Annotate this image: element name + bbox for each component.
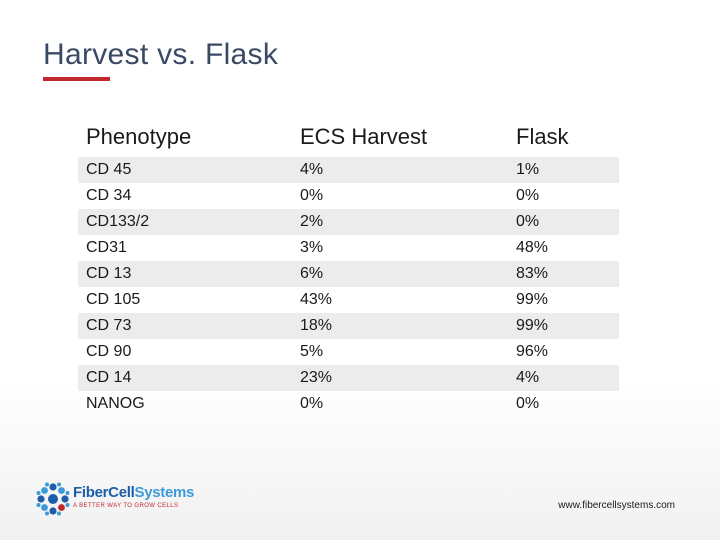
- cell-ecs-harvest: 18%: [300, 317, 333, 334]
- logo-tagline: A BETTER WAY TO GROW CELLS: [73, 503, 179, 509]
- cell-flask: 0%: [516, 187, 540, 204]
- logo-wordmark: FiberCellSystems: [73, 484, 194, 501]
- table-row: CD133/2 2% 0%: [78, 209, 619, 235]
- logo-wordmark-part1: FiberCell: [73, 484, 135, 501]
- cell-ecs-harvest: 23%: [300, 369, 333, 386]
- table-row: CD 73 18% 99%: [78, 313, 619, 339]
- cell-flask: 48%: [516, 239, 549, 256]
- table-row: NANOG 0% 0%: [78, 391, 619, 417]
- cell-phenotype: CD 105: [86, 291, 141, 308]
- cell-phenotype: NANOG: [86, 395, 145, 412]
- cell-flask: 96%: [516, 343, 549, 360]
- cell-phenotype: CD31: [86, 239, 127, 256]
- website-url: www.fibercellsystems.com: [558, 500, 675, 511]
- cell-phenotype: CD 34: [86, 187, 132, 204]
- cell-phenotype: CD133/2: [86, 213, 150, 230]
- table-row: CD 90 5% 96%: [78, 339, 619, 365]
- cell-phenotype: CD 90: [86, 343, 132, 360]
- company-logo: FiberCellSystems A BETTER WAY TO GROW CE…: [35, 481, 194, 517]
- cell-ecs-harvest: 43%: [300, 291, 333, 308]
- table-row: CD 34 0% 0%: [78, 183, 619, 209]
- cell-flask: 1%: [516, 161, 540, 178]
- cell-ecs-harvest: 0%: [300, 187, 324, 204]
- cell-phenotype: CD 45: [86, 161, 132, 178]
- header-flask: Flask: [516, 124, 569, 149]
- cell-phenotype: CD 13: [86, 265, 132, 282]
- cell-ecs-harvest: 6%: [300, 265, 324, 282]
- cell-flask: 99%: [516, 291, 549, 308]
- cell-phenotype: CD 14: [86, 369, 132, 386]
- table-row: CD 14 23% 4%: [78, 365, 619, 391]
- header-ecs-harvest: ECS Harvest: [300, 124, 428, 149]
- table-row: CD 13 6% 83%: [78, 261, 619, 287]
- header-phenotype: Phenotype: [86, 124, 192, 149]
- table-row: CD31 3% 48%: [78, 235, 619, 261]
- cell-phenotype: CD 73: [86, 317, 132, 334]
- title-underline: [43, 77, 110, 81]
- cell-flask: 4%: [516, 369, 540, 386]
- phenotype-table: Phenotype ECS Harvest Flask CD 45 4% 1% …: [78, 117, 619, 417]
- slide-title: Harvest vs. Flask: [43, 38, 279, 71]
- cell-ecs-harvest: 3%: [300, 239, 324, 256]
- fibercell-logo-icon: [36, 482, 70, 516]
- cell-ecs-harvest: 5%: [300, 343, 324, 360]
- cell-ecs-harvest: 4%: [300, 161, 324, 178]
- cell-ecs-harvest: 0%: [300, 395, 324, 412]
- table-row: CD 45 4% 1%: [78, 157, 619, 183]
- cell-flask: 99%: [516, 317, 549, 334]
- cell-flask: 83%: [516, 265, 549, 282]
- logo-wordmark-part2: Systems: [134, 484, 195, 501]
- cell-flask: 0%: [516, 395, 540, 412]
- table-row: CD 105 43% 99%: [78, 287, 619, 313]
- cell-ecs-harvest: 2%: [300, 213, 324, 230]
- table-header-row: Phenotype ECS Harvest Flask: [78, 117, 619, 157]
- cell-flask: 0%: [516, 213, 540, 230]
